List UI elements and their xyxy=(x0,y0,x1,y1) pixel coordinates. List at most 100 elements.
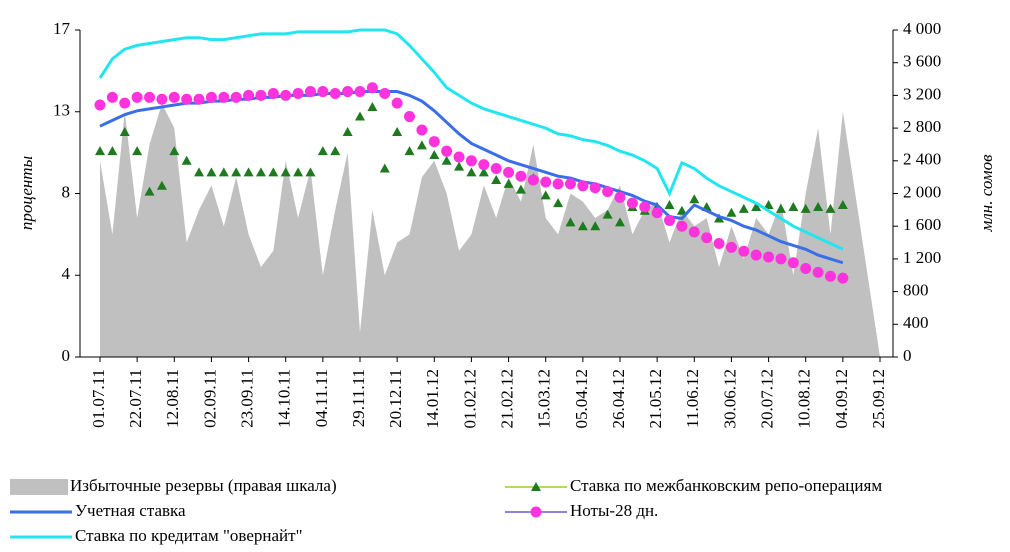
repo-marker xyxy=(194,167,205,177)
repo-marker xyxy=(478,167,489,177)
note-marker xyxy=(639,201,651,213)
note-marker xyxy=(416,124,428,136)
note-marker xyxy=(280,89,292,101)
note-marker xyxy=(701,232,713,244)
note-marker xyxy=(515,170,527,182)
repo-marker xyxy=(392,126,403,136)
y-tick-label: 0 xyxy=(62,346,71,365)
y2-tick-label: 4 000 xyxy=(903,19,941,38)
y2-tick-label: 3 600 xyxy=(903,52,941,71)
repo-marker xyxy=(206,167,217,177)
note-marker xyxy=(527,174,539,186)
repo-marker xyxy=(615,217,625,227)
legend-marker xyxy=(531,482,541,491)
x-tick-label: 05.04.12 xyxy=(572,369,591,429)
repo-marker xyxy=(416,140,427,150)
note-marker xyxy=(503,166,515,178)
y2-tick-label: 1 600 xyxy=(903,215,941,234)
repo-marker xyxy=(800,203,811,213)
note-marker xyxy=(478,159,490,171)
note-marker xyxy=(614,191,626,203)
repo-marker xyxy=(726,207,737,217)
note-marker xyxy=(255,89,267,101)
x-tick-label: 29.11.11 xyxy=(349,369,368,427)
repo-marker xyxy=(553,198,564,208)
repo-marker xyxy=(775,203,786,213)
y-axis-label: проценты xyxy=(17,156,36,230)
note-marker xyxy=(317,86,329,98)
repo-marker xyxy=(590,221,601,231)
note-marker xyxy=(205,91,217,103)
note-marker xyxy=(589,182,601,194)
note-marker xyxy=(738,245,750,257)
repo-marker xyxy=(379,163,390,173)
repo-marker xyxy=(330,146,341,156)
legend-label: Ставка по межбанковским репо-операциям xyxy=(570,476,882,495)
repo-marker xyxy=(255,167,266,177)
note-marker xyxy=(342,86,354,98)
repo-marker xyxy=(429,150,440,160)
note-marker xyxy=(800,263,812,275)
repo-marker xyxy=(107,146,118,156)
note-marker xyxy=(490,162,502,174)
note-marker xyxy=(577,180,589,192)
repo-marker xyxy=(763,200,774,210)
repo-marker xyxy=(515,184,526,194)
x-tick-label: 23.09.11 xyxy=(237,369,256,428)
note-marker xyxy=(664,214,676,226)
repo-marker xyxy=(231,167,242,177)
repo-marker xyxy=(738,203,749,213)
y-tick-label: 8 xyxy=(62,182,71,201)
note-marker xyxy=(812,266,824,278)
repo-marker xyxy=(132,146,143,156)
note-marker xyxy=(725,241,737,253)
note-marker xyxy=(441,145,453,157)
note-marker xyxy=(243,89,255,101)
repo-marker xyxy=(751,201,762,211)
repo-marker xyxy=(280,167,291,177)
note-marker xyxy=(602,186,614,198)
note-marker xyxy=(713,238,725,250)
x-tick-label: 15.03.12 xyxy=(535,369,554,429)
legend-label: Учетная ставка xyxy=(75,501,186,520)
note-marker xyxy=(181,93,193,105)
repo-marker xyxy=(342,126,353,136)
reserves-area xyxy=(100,103,880,357)
note-marker xyxy=(329,87,341,99)
x-tick-label: 10.08.12 xyxy=(795,369,814,429)
note-marker xyxy=(267,87,279,99)
repo-marker xyxy=(813,201,824,211)
x-tick-label: 01.07.11 xyxy=(89,369,108,428)
x-tick-label: 21.05.12 xyxy=(646,369,665,429)
note-marker xyxy=(837,272,849,284)
repo-marker xyxy=(503,178,514,188)
note-marker xyxy=(354,86,366,98)
repo-marker xyxy=(367,101,378,111)
x-tick-label: 30.06.12 xyxy=(720,369,739,429)
legend-item: Учетная ставка xyxy=(10,501,186,520)
repo-marker xyxy=(602,209,613,219)
y2-tick-label: 0 xyxy=(903,346,912,365)
note-marker xyxy=(428,136,440,148)
note-marker xyxy=(465,155,477,167)
note-marker xyxy=(131,91,143,103)
repo-marker xyxy=(305,167,316,177)
y-tick-label: 13 xyxy=(53,101,70,120)
x-tick-label: 21.02.12 xyxy=(497,369,516,429)
note-marker xyxy=(763,251,775,263)
y2-tick-label: 2 400 xyxy=(903,150,941,169)
note-marker xyxy=(106,91,118,103)
note-marker xyxy=(119,97,131,109)
y2-tick-label: 800 xyxy=(903,281,929,300)
x-tick-label: 14.10.11 xyxy=(275,369,294,428)
x-tick-label: 11.06.12 xyxy=(683,369,702,428)
x-tick-label: 12.08.11 xyxy=(163,369,182,428)
note-marker xyxy=(453,151,465,163)
repo-marker xyxy=(441,155,452,165)
note-marker xyxy=(94,99,106,111)
note-marker xyxy=(218,91,230,103)
x-tick-label: 20.12.11 xyxy=(386,369,405,428)
note-marker xyxy=(787,257,799,269)
x-tick-label: 14.01.12 xyxy=(423,369,442,429)
